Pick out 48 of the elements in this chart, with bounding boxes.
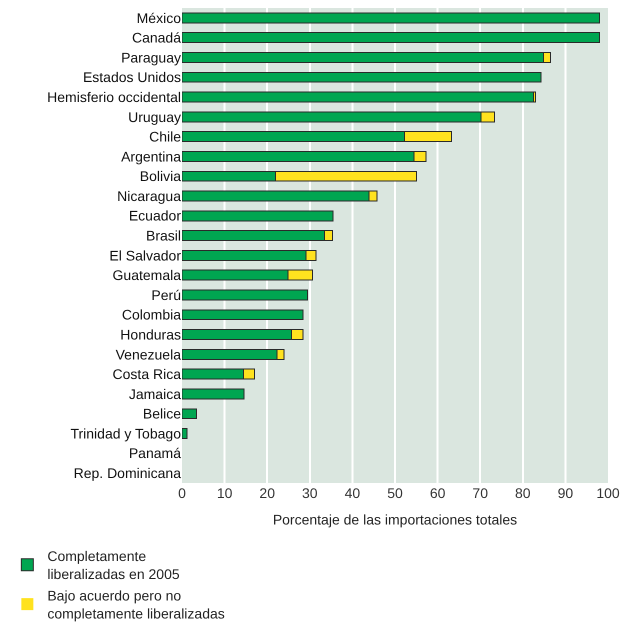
y-tick-label: México (136, 10, 182, 26)
y-tick-label: Brasil (146, 228, 181, 244)
y-tick-label: Trinidad y Tobago (70, 425, 182, 442)
bar (182, 428, 188, 439)
y-tick-label: Nicaragua (117, 188, 182, 204)
y-tick-label: Jamaica (128, 386, 182, 402)
legend-label: Completamente liberalizadas en 2005 (47, 548, 180, 582)
y-tick-label: El Salvador (109, 247, 182, 264)
y-tick-label: Hemisferio occidental (47, 88, 181, 105)
x-tick-label: 90 (558, 485, 574, 501)
x-tick-label: 80 (515, 485, 531, 501)
y-tick-label: Belice (142, 406, 182, 422)
bar (182, 290, 308, 300)
y-tick-label: Paraguay (121, 49, 181, 66)
bar (182, 210, 334, 222)
bar (182, 309, 304, 320)
x-tick-label: 30 (302, 485, 318, 501)
x-tick-label: 50 (387, 485, 403, 501)
x-axis-title: Porcentaje de las importaciones totales (272, 511, 518, 528)
y-tick-label: Colombia (122, 306, 182, 323)
x-tick-label: 100 (596, 485, 620, 501)
y-tick-label: Venezuela (116, 346, 182, 362)
y-tick-label: Chile (149, 128, 182, 145)
y-tick-label: Estados Unidos (82, 69, 181, 86)
y-tick-label: Rep. Dominicana (74, 465, 182, 481)
x-tick-label: 70 (472, 485, 488, 501)
x-tick-label: 10 (216, 485, 233, 501)
y-tick-label: Argentina (121, 148, 182, 164)
y-tick-label: Bolivia (140, 168, 182, 184)
bar (182, 388, 244, 400)
y-tick-label: Canadá (132, 30, 182, 46)
bar (182, 72, 542, 83)
y-tick-label: Perú (151, 286, 181, 303)
y-tick-label: Costa Rica (112, 366, 182, 382)
x-tick-label: 40 (344, 485, 360, 501)
y-tick-label: Honduras (120, 326, 181, 342)
y-tick-label: Ecuador (128, 208, 182, 224)
y-tick-label: Uruguay (128, 108, 181, 125)
bar (182, 92, 534, 103)
x-tick-label: 0 (178, 485, 186, 501)
y-tick-label: Panamá (128, 445, 182, 462)
legend-label: Bajo acuerdo pero no completamente liberalizadas (47, 587, 225, 622)
x-tick-label: 20 (259, 485, 276, 501)
bar (182, 32, 600, 44)
bar (182, 408, 197, 420)
y-tick-label: Guatemala (112, 267, 182, 284)
x-tick-label: 60 (430, 485, 446, 501)
bar (182, 12, 600, 24)
